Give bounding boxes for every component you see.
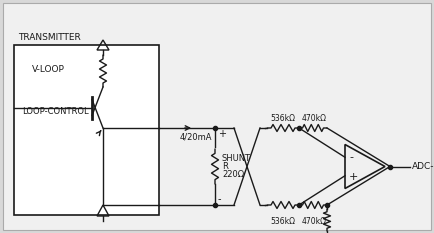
Text: +: + [349,171,358,182]
Text: 220Ω: 220Ω [222,170,244,179]
Text: 470kΩ: 470kΩ [302,114,327,123]
Text: R: R [222,162,228,171]
Text: SHUNT: SHUNT [222,154,251,163]
Text: 470kΩ: 470kΩ [302,217,327,226]
Text: -: - [349,153,353,162]
Text: TRANSMITTER: TRANSMITTER [18,33,81,42]
Text: +: + [218,129,226,139]
Text: 536kΩ: 536kΩ [270,217,295,226]
Text: 4/20mA: 4/20mA [180,133,213,142]
Text: -: - [218,194,221,204]
Text: 536kΩ: 536kΩ [270,114,295,123]
Text: V-LOOP: V-LOOP [32,65,65,75]
Bar [14,45,159,215]
Text: LOOP-CONTROL: LOOP-CONTROL [22,107,89,116]
Text: ADC-IN: ADC-IN [412,162,434,171]
